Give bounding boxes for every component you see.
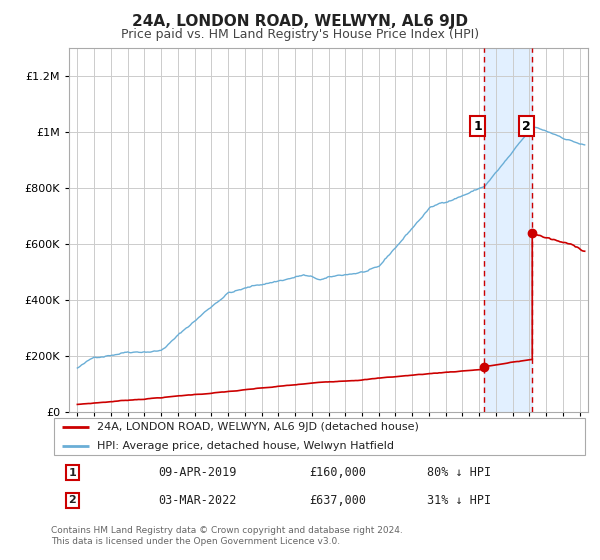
Text: 03-MAR-2022: 03-MAR-2022 [158,494,237,507]
Text: 2: 2 [68,496,76,505]
Bar [484,48,532,412]
Text: 24A, LONDON ROAD, WELWYN, AL6 9JD: 24A, LONDON ROAD, WELWYN, AL6 9JD [132,14,468,29]
Text: HPI: Average price, detached house, Welwyn Hatfield: HPI: Average price, detached house, Welw… [97,441,394,450]
FancyBboxPatch shape [53,418,586,455]
Text: £160,000: £160,000 [309,466,366,479]
Text: £637,000: £637,000 [309,494,366,507]
Text: This data is licensed under the Open Government Licence v3.0.: This data is licensed under the Open Gov… [51,538,340,547]
Text: 80% ↓ HPI: 80% ↓ HPI [427,466,491,479]
Text: Price paid vs. HM Land Registry's House Price Index (HPI): Price paid vs. HM Land Registry's House … [121,28,479,41]
Text: 1: 1 [68,468,76,478]
Text: 31% ↓ HPI: 31% ↓ HPI [427,494,491,507]
Text: 1: 1 [473,119,482,133]
Text: 2: 2 [522,119,531,133]
Text: Contains HM Land Registry data © Crown copyright and database right 2024.: Contains HM Land Registry data © Crown c… [51,526,403,535]
Text: 24A, LONDON ROAD, WELWYN, AL6 9JD (detached house): 24A, LONDON ROAD, WELWYN, AL6 9JD (detac… [97,422,419,432]
Text: 09-APR-2019: 09-APR-2019 [158,466,237,479]
